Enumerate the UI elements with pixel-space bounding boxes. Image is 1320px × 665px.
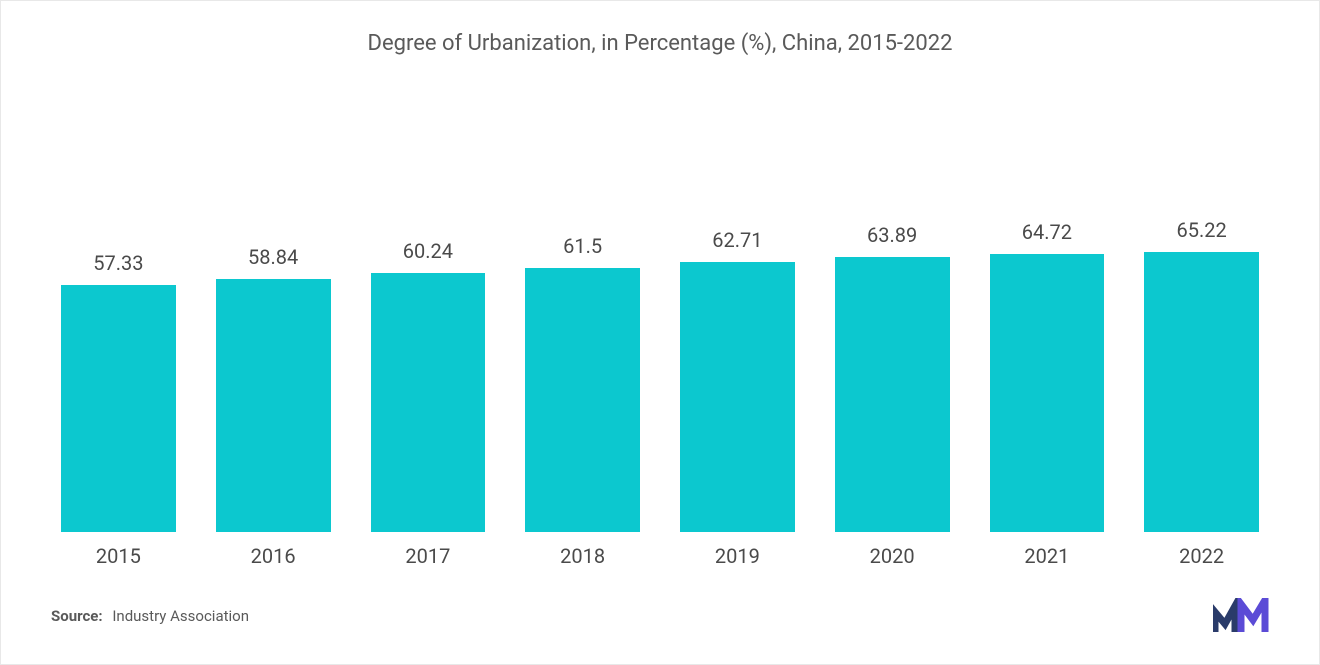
bar-wrapper: 65.22 — [1144, 176, 1259, 532]
bar-wrapper: 57.33 — [61, 176, 176, 532]
bar-category-label: 2019 — [715, 544, 760, 568]
bar-wrapper: 62.71 — [680, 176, 795, 532]
source-label: Source: — [51, 607, 103, 625]
bar-value-label: 65.22 — [1177, 218, 1227, 242]
bar — [371, 273, 486, 532]
bar-value-label: 62.71 — [712, 228, 762, 252]
bar-value-label: 63.89 — [867, 223, 917, 247]
chart-footer: Source: Industry Association — [41, 598, 1279, 634]
brand-logo — [1213, 598, 1269, 634]
bar-wrapper: 63.89 — [835, 176, 950, 532]
bar-category-label: 2020 — [870, 544, 915, 568]
bar-category-label: 2015 — [96, 544, 141, 568]
bar — [1144, 252, 1259, 532]
source-citation: Source: Industry Association — [51, 607, 249, 625]
bar-group: 64.72 2021 — [990, 176, 1105, 568]
bar-group: 58.84 2016 — [216, 176, 331, 568]
bar-value-label: 57.33 — [93, 251, 143, 275]
bar-value-label: 64.72 — [1022, 220, 1072, 244]
logo-icon — [1213, 598, 1269, 634]
bar-value-label: 61.5 — [563, 234, 602, 258]
bar-wrapper: 61.5 — [525, 176, 640, 532]
bar-group: 63.89 2020 — [835, 176, 950, 568]
bar-group: 57.33 2015 — [61, 176, 176, 568]
plot-area: 57.33 2015 58.84 2016 60.24 2017 61.5 — [41, 76, 1279, 568]
bar — [835, 257, 950, 532]
bar-category-label: 2021 — [1024, 544, 1069, 568]
bar-value-label: 58.84 — [248, 245, 298, 269]
bar — [216, 279, 331, 532]
bar — [525, 268, 640, 532]
chart-title: Degree of Urbanization, in Percentage (%… — [41, 31, 1279, 56]
bar — [61, 285, 176, 532]
bar-group: 60.24 2017 — [371, 176, 486, 568]
bar-wrapper: 64.72 — [990, 176, 1105, 532]
bar-group: 65.22 2022 — [1144, 176, 1259, 568]
source-text: Industry Association — [112, 607, 249, 625]
bar-category-label: 2017 — [405, 544, 450, 568]
bar-category-label: 2018 — [560, 544, 605, 568]
bar-group: 61.5 2018 — [525, 176, 640, 568]
bar — [680, 262, 795, 532]
bar-category-label: 2022 — [1179, 544, 1224, 568]
bar-value-label: 60.24 — [403, 239, 453, 263]
bar-category-label: 2016 — [251, 544, 296, 568]
bar — [990, 254, 1105, 532]
bar-wrapper: 60.24 — [371, 176, 486, 532]
bar-wrapper: 58.84 — [216, 176, 331, 532]
chart-container: Degree of Urbanization, in Percentage (%… — [0, 0, 1320, 665]
bar-group: 62.71 2019 — [680, 176, 795, 568]
